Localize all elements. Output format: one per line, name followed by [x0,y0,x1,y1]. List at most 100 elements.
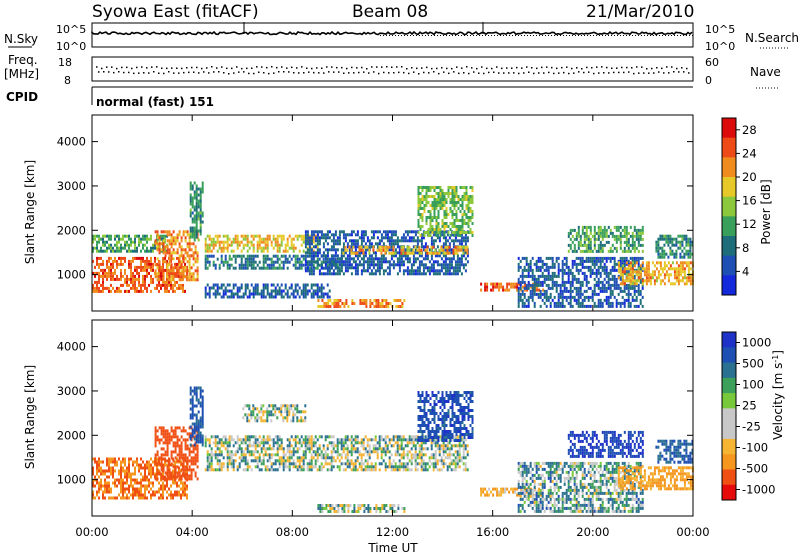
heatmap-cell [308,260,311,264]
heatmap-cell [421,216,424,219]
heatmap-cell [128,457,130,461]
freq-unit-label: [MHz] [4,67,39,81]
heatmap-cell [128,237,130,241]
heatmap-cell [607,298,610,302]
heatmap-cell [94,234,96,238]
heatmap-cell [559,304,562,308]
freq-point [331,66,333,68]
heatmap-cell [569,231,572,235]
heatmap-cell [396,236,399,240]
heatmap-cell [192,456,195,460]
nsearch-point [443,35,444,36]
heatmap-cell [166,447,169,451]
heatmap-cell [292,246,295,250]
heatmap-cell [250,257,253,261]
heatmap-cell [579,292,582,296]
heatmap-cell [108,274,110,278]
heatmap-cell [128,496,130,500]
heatmap-cell [452,242,455,246]
heatmap-cell [199,217,202,221]
heatmap-cell [464,251,467,255]
heatmap-cell [462,263,465,267]
nsearch-point [392,35,393,36]
heatmap-cell [156,490,158,494]
heatmap-cell [433,201,436,204]
heatmap-cell [308,242,311,246]
heatmap-cell [665,237,668,241]
heatmap-cell [573,298,576,302]
nsearch-point [620,35,621,36]
heatmap-cell [142,475,144,479]
heatmap-cell [585,225,588,229]
heatmap-cell [637,249,640,253]
heatmap-cell [669,234,672,238]
heatmap-cell [234,257,237,261]
heatmap-cell [371,302,374,305]
heatmap-cell [619,234,622,238]
heatmap-cell [527,262,530,266]
heatmap-cell [607,304,610,308]
heatmap-cell [423,198,426,201]
heatmap-cell [214,234,217,238]
nsearch-point [641,35,642,36]
heatmap-cell [639,234,642,238]
heatmap-cell [118,472,120,476]
heatmap-cell [94,271,96,275]
heatmap-cell [461,222,464,225]
heatmap-cell [274,289,277,293]
heatmap-cell [92,472,94,476]
heatmap-cell [142,466,144,470]
heatmap-cell [623,304,626,308]
heatmap-cell [625,228,628,232]
heatmap-cell [224,260,227,264]
heatmap-cell [176,484,178,488]
heatmap-cell [154,441,157,445]
heatmap-cell [653,264,656,268]
heatmap-cell [689,252,692,256]
heatmap-cell [595,268,598,272]
nsearch-point [584,35,585,36]
heatmap-cell [667,243,670,247]
heatmap-cell [160,453,163,457]
heatmap-cell [158,426,161,430]
heatmap-cell [274,266,277,270]
freq-point [606,66,608,69]
heatmap-cell [204,240,207,244]
heatmap-cell [446,245,449,249]
heatmap-cell [124,487,126,491]
heatmap-cell [118,234,120,238]
heatmap-cell [182,269,185,273]
heatmap-cell [352,230,355,234]
heatmap-cell [442,266,445,270]
heatmap-cell [226,243,229,247]
heatmap-cell [685,243,688,247]
heatmap-cell [372,230,375,234]
heatmap-cell [436,236,439,240]
heatmap-cell [98,262,100,266]
heatmap-cell [236,246,239,250]
heatmap-cell [266,254,269,258]
heatmap-cell [104,481,106,485]
heatmap-cell [581,231,584,235]
heatmap-cell [330,233,333,237]
heatmap-cell [201,187,204,191]
heatmap-cell [258,243,261,247]
heatmap-cell [190,477,193,481]
heatmap-cell [312,272,315,276]
heatmap-cell [294,260,297,264]
heatmap-cell [599,304,602,308]
heatmap-cell [192,275,195,279]
heatmap-cell [547,283,550,287]
heatmap-cell [258,260,261,264]
heatmap-cell [260,295,263,299]
heatmap-cell [100,466,102,470]
freq-point [536,67,538,70]
heatmap-cell [414,245,417,249]
heatmap-cell [589,237,592,241]
heatmap-cell [607,225,610,229]
heatmap-cell [304,230,307,234]
heatmap-cell [589,304,592,308]
heatmap-cell [276,283,279,287]
heatmap-cell [176,444,179,448]
heatmap-cell [166,233,169,237]
